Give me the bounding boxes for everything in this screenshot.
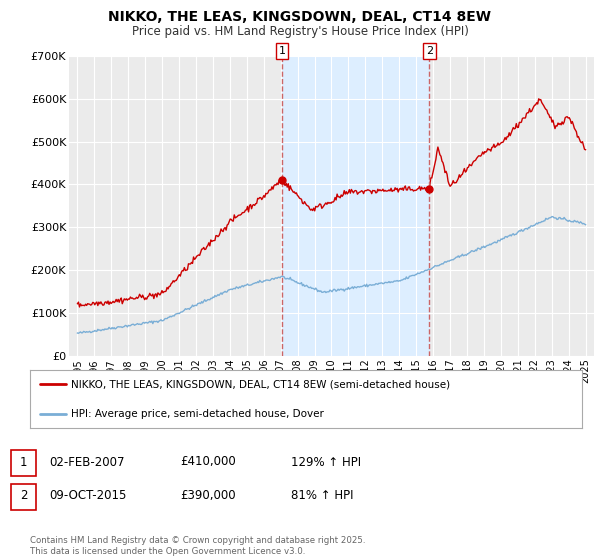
Text: 81% ↑ HPI: 81% ↑ HPI (291, 489, 353, 502)
Text: 2: 2 (425, 46, 433, 56)
Text: 1: 1 (278, 46, 286, 56)
Text: 02-FEB-2007: 02-FEB-2007 (49, 455, 125, 469)
Text: £390,000: £390,000 (180, 489, 236, 502)
Text: NIKKO, THE LEAS, KINGSDOWN, DEAL, CT14 8EW (semi-detached house): NIKKO, THE LEAS, KINGSDOWN, DEAL, CT14 8… (71, 379, 451, 389)
Text: 129% ↑ HPI: 129% ↑ HPI (291, 455, 361, 469)
Bar (282, 56, 429, 356)
Text: 2: 2 (20, 489, 27, 502)
Text: Price paid vs. HM Land Registry's House Price Index (HPI): Price paid vs. HM Land Registry's House … (131, 25, 469, 38)
Text: NIKKO, THE LEAS, KINGSDOWN, DEAL, CT14 8EW: NIKKO, THE LEAS, KINGSDOWN, DEAL, CT14 8… (109, 10, 491, 24)
Text: £410,000: £410,000 (180, 455, 236, 469)
Text: 09-OCT-2015: 09-OCT-2015 (49, 489, 127, 502)
Text: 1: 1 (20, 455, 27, 469)
Text: Contains HM Land Registry data © Crown copyright and database right 2025.
This d: Contains HM Land Registry data © Crown c… (30, 536, 365, 556)
Text: HPI: Average price, semi-detached house, Dover: HPI: Average price, semi-detached house,… (71, 409, 324, 419)
